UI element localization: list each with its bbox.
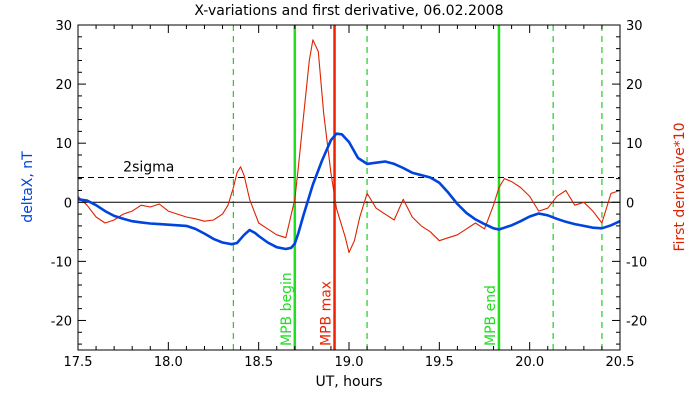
x-tick-label-2: 18.5 [244,355,273,370]
series-layer [77,39,621,254]
y-right-tick-label-2: 0 [626,196,634,211]
x-tick-label-1: 18.0 [154,355,183,370]
y-right-tick-label-3: 10 [626,137,643,152]
y-axis-left-label: deltaX, nT [20,151,36,223]
marker-label-0: MPB begin [279,272,295,346]
chart-title: X-variations and first derivative, 06.02… [194,3,503,19]
x-tick-label-3: 19.0 [335,355,364,370]
y-right-tick-label-1: -10 [626,255,647,270]
y-right-tick-label-0: -20 [626,314,647,329]
axes: 17.5 18.0 18.5 19.0 19.5 20.0 20.5 -20 -20 -10 -10… [51,19,647,370]
y-left-tick-label-1: -10 [51,255,72,270]
y-left-tick-label-4: 20 [55,78,72,93]
y-right-tick-label-4: 20 [626,78,643,93]
y-left-tick-label-0: -20 [51,314,72,329]
x-tick-label-4: 19.5 [425,355,454,370]
marker-label-1: MPB max [319,281,335,346]
series-deltaX-line [77,132,621,251]
y-right-tick-label-5: 30 [626,19,643,34]
y-left-tick-label-5: 30 [55,19,72,34]
reference-lines: 2sigma [78,159,620,203]
vertical-markers: MPB begin MPB max MPB end [232,25,603,350]
series-derivative-line [77,39,621,254]
sigma-label: 2sigma [123,159,174,175]
x-tick-label-6: 20.5 [606,355,635,370]
y-left-tick-label-3: 10 [55,137,72,152]
x-tick-label-5: 20.0 [515,355,544,370]
x-axis-label: UT, hours [315,374,382,390]
marker-label-2: MPB end [483,285,499,346]
y-axis-right-label: First derivative*10 [672,122,688,251]
x-tick-label-0: 17.5 [64,355,93,370]
y-left-tick-label-2: 0 [64,196,72,211]
